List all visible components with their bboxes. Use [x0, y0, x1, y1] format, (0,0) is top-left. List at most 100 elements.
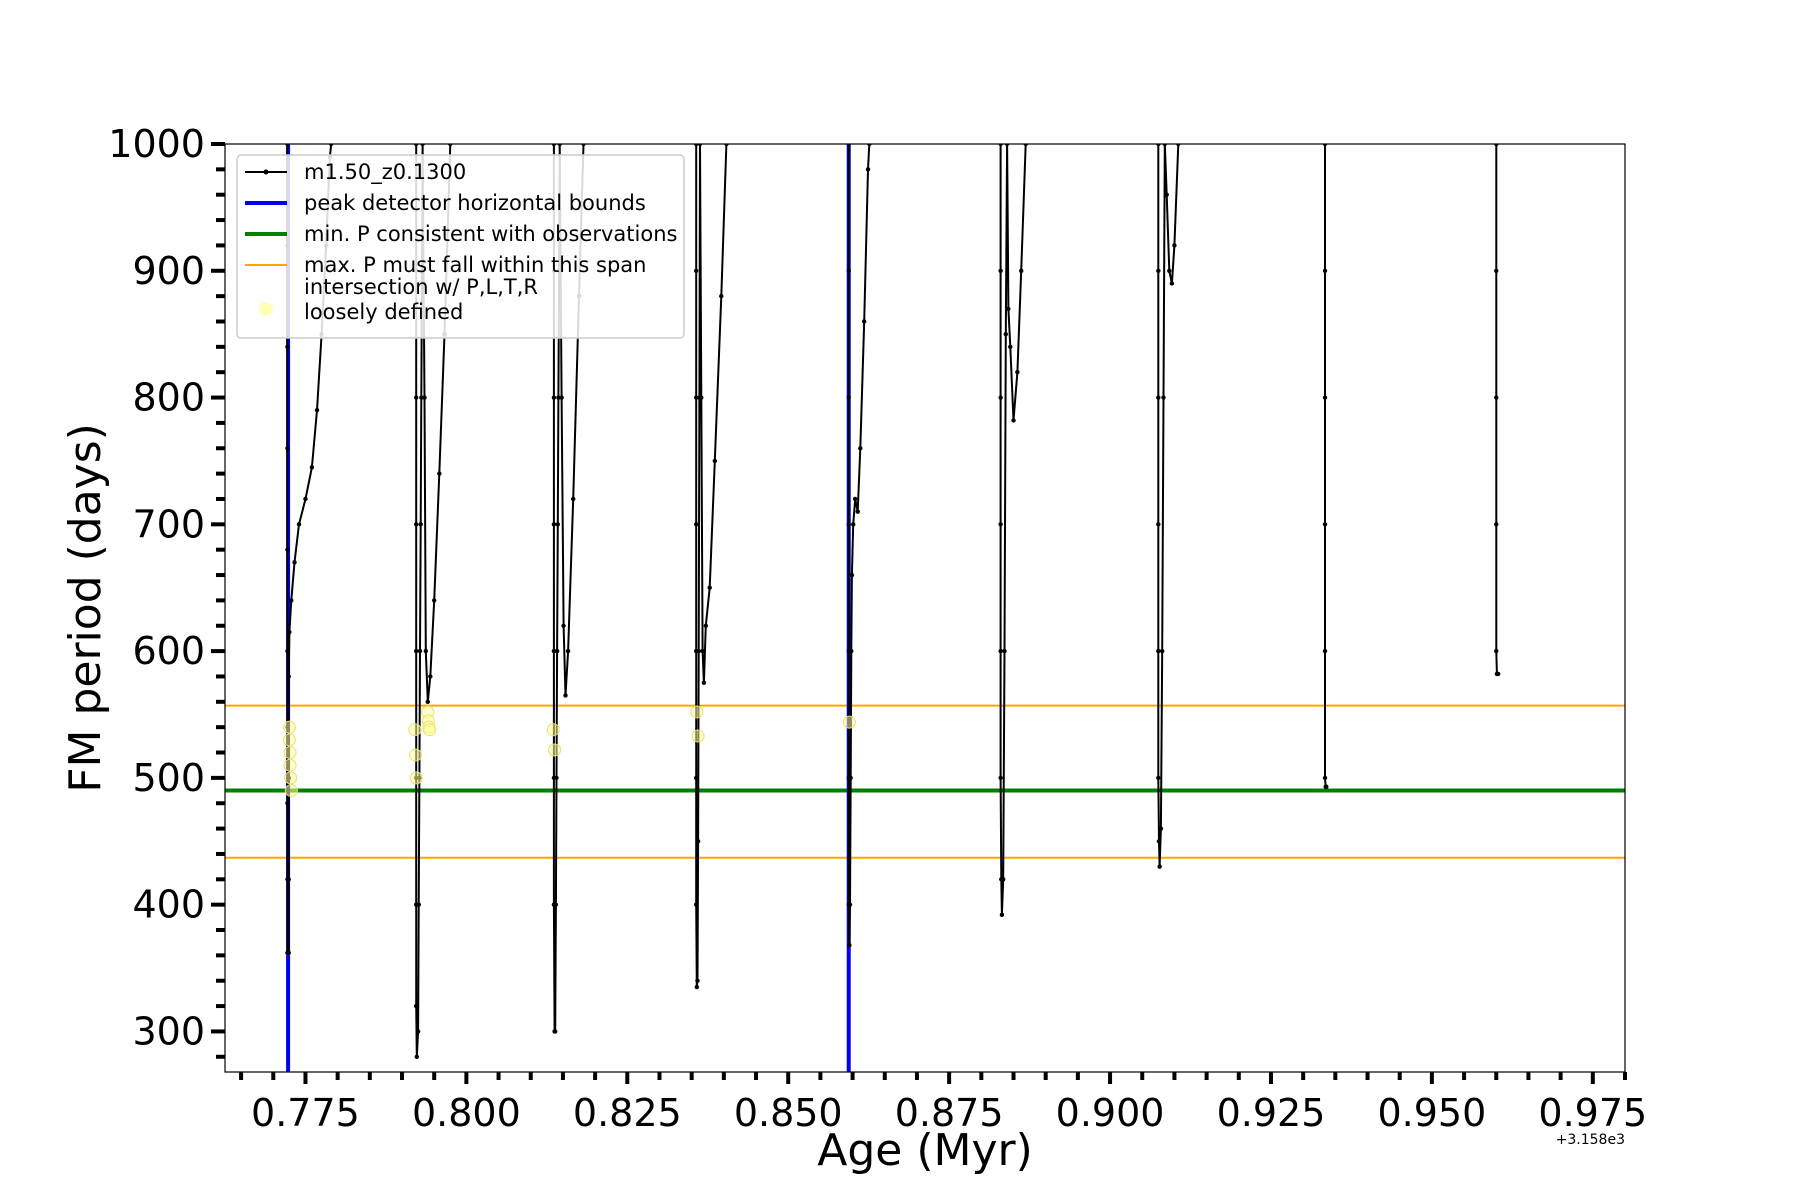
- intersection-point-1: [282, 733, 296, 747]
- series-point-4-9: [848, 775, 853, 781]
- intersection-point-17: [842, 715, 856, 729]
- series-point-5-5: [998, 775, 1003, 781]
- series-point-1-17: [422, 395, 427, 400]
- x-tick-label-3: 0.850: [734, 1091, 843, 1135]
- y-tick-label-7: 1000: [108, 122, 205, 166]
- series-point-2-19: [565, 648, 571, 654]
- series-point-4-7: [847, 943, 852, 948]
- series-point-6-1: [1156, 268, 1161, 273]
- x-axis-label: Age (Myr): [817, 1125, 1033, 1176]
- series-point-8-2: [1494, 395, 1499, 400]
- intersection-point-7: [409, 748, 423, 762]
- legend-item-1: peak detector horizontal bounds: [245, 191, 646, 215]
- legend-item-2: min. P consistent with observations: [245, 222, 677, 246]
- intersection-point-13: [546, 723, 560, 737]
- intersection-point-0: [282, 720, 296, 734]
- series-point-3-15: [701, 680, 707, 685]
- y-tick-label-0: 300: [132, 1009, 205, 1053]
- series-point-2-4: [551, 648, 557, 654]
- series-point-1-7: [413, 1003, 419, 1009]
- series-point-4-12: [851, 522, 856, 527]
- series-point-1-22: [437, 471, 442, 476]
- x-axis-offset-label: +3.158e3: [1556, 1132, 1625, 1148]
- series-point-2-17: [561, 623, 566, 628]
- series-point-4-10: [849, 648, 854, 654]
- series-point-5-14: [1011, 418, 1016, 423]
- intersection-point-12: [423, 723, 437, 737]
- intersection-point-5: [284, 784, 298, 798]
- series-point-5-7: [999, 912, 1005, 917]
- x-tick-label-4: 0.875: [895, 1091, 1004, 1135]
- series-point-3-7: [694, 984, 700, 990]
- series-point-1-12: [417, 648, 423, 654]
- series-point-8-3: [1494, 522, 1499, 527]
- series-point-5-4: [998, 648, 1003, 654]
- intersection-point-3: [283, 758, 297, 772]
- series-point-0-13: [286, 674, 291, 679]
- x-tick-label-6: 0.925: [1217, 1091, 1326, 1135]
- series-point-1-4: [413, 648, 419, 654]
- series-point-6-15: [1172, 243, 1177, 248]
- series-point-5-9: [1002, 648, 1007, 654]
- y-tick-label-2: 500: [132, 756, 205, 800]
- series-point-0-7: [285, 801, 290, 806]
- intersection-point-16: [691, 729, 705, 743]
- series-point-6-12: [1164, 192, 1169, 197]
- series-point-3-6: [693, 902, 699, 907]
- series-point-4-3: [846, 522, 851, 527]
- series-point-3-1: [693, 268, 699, 273]
- series-point-6-9: [1159, 648, 1165, 654]
- series-point-6-13: [1167, 268, 1172, 273]
- y-axis-label: FM period (days): [60, 423, 111, 793]
- intersection-point-8: [409, 771, 423, 785]
- series-point-6-14: [1169, 281, 1175, 286]
- y-tick-label-5: 800: [132, 376, 205, 420]
- series-point-3-16: [703, 623, 709, 628]
- intersection-point-15: [690, 705, 704, 719]
- series-point-3-13: [699, 395, 704, 400]
- series-point-1-13: [418, 522, 423, 527]
- y-tick-label-4: 700: [132, 502, 205, 546]
- series-point-8-1: [1494, 268, 1499, 273]
- series-point-2-18: [563, 693, 568, 698]
- series-point-3-17: [707, 585, 712, 590]
- series-point-3-9: [695, 839, 701, 844]
- legend-label-line: max. P must fall within this span: [304, 253, 646, 277]
- series-point-5-16: [1019, 268, 1024, 273]
- x-tick-label-7: 0.950: [1377, 1091, 1486, 1135]
- legend-item-3: max. P must fall within this span: [245, 253, 646, 277]
- series-point-2-8: [553, 1029, 558, 1034]
- series-point-5-15: [1015, 369, 1020, 375]
- series-point-4-14: [855, 509, 860, 514]
- series-point-1-14: [419, 395, 424, 400]
- legend-marker-0: [263, 169, 269, 175]
- series-point-1-8: [414, 1054, 420, 1059]
- legend-label-3: max. P must fall within this span: [304, 253, 646, 277]
- legend-label-line: min. P consistent with observations: [304, 222, 677, 246]
- series-point-1-9: [415, 1029, 421, 1034]
- series-point-6-3: [1156, 522, 1161, 527]
- axes-layer: 0.775 0.800 0.825 0.850 0.875 0.900 0.925 0.950…: [108, 122, 1647, 1135]
- series-point-7-7: [1324, 784, 1329, 789]
- legend-label-line: loosely defined: [304, 300, 463, 324]
- series-point-4-13: [852, 496, 858, 502]
- series-point-0-10: [286, 950, 291, 956]
- series-point-7-5: [1322, 775, 1328, 781]
- series-point-4-17: [865, 167, 871, 172]
- series-point-6-8: [1158, 826, 1164, 831]
- series-point-6-2: [1156, 395, 1161, 400]
- legend-label-0: m1.50_z0.1300: [304, 160, 466, 185]
- series-point-5-8: [1001, 877, 1006, 882]
- x-tick-label-8: 0.975: [1538, 1091, 1647, 1135]
- series-point-6-4: [1156, 648, 1161, 654]
- legend-label-2: min. P consistent with observations: [304, 222, 677, 246]
- series-point-0-3: [285, 446, 290, 451]
- series-point-4-2: [846, 395, 851, 400]
- legend-marker-4: [259, 302, 273, 316]
- intersection-point-14: [548, 743, 562, 757]
- series-point-2-13: [556, 395, 561, 400]
- series-point-0-16: [292, 560, 297, 565]
- series-point-7-1: [1322, 268, 1328, 273]
- series-point-3-19: [719, 293, 724, 299]
